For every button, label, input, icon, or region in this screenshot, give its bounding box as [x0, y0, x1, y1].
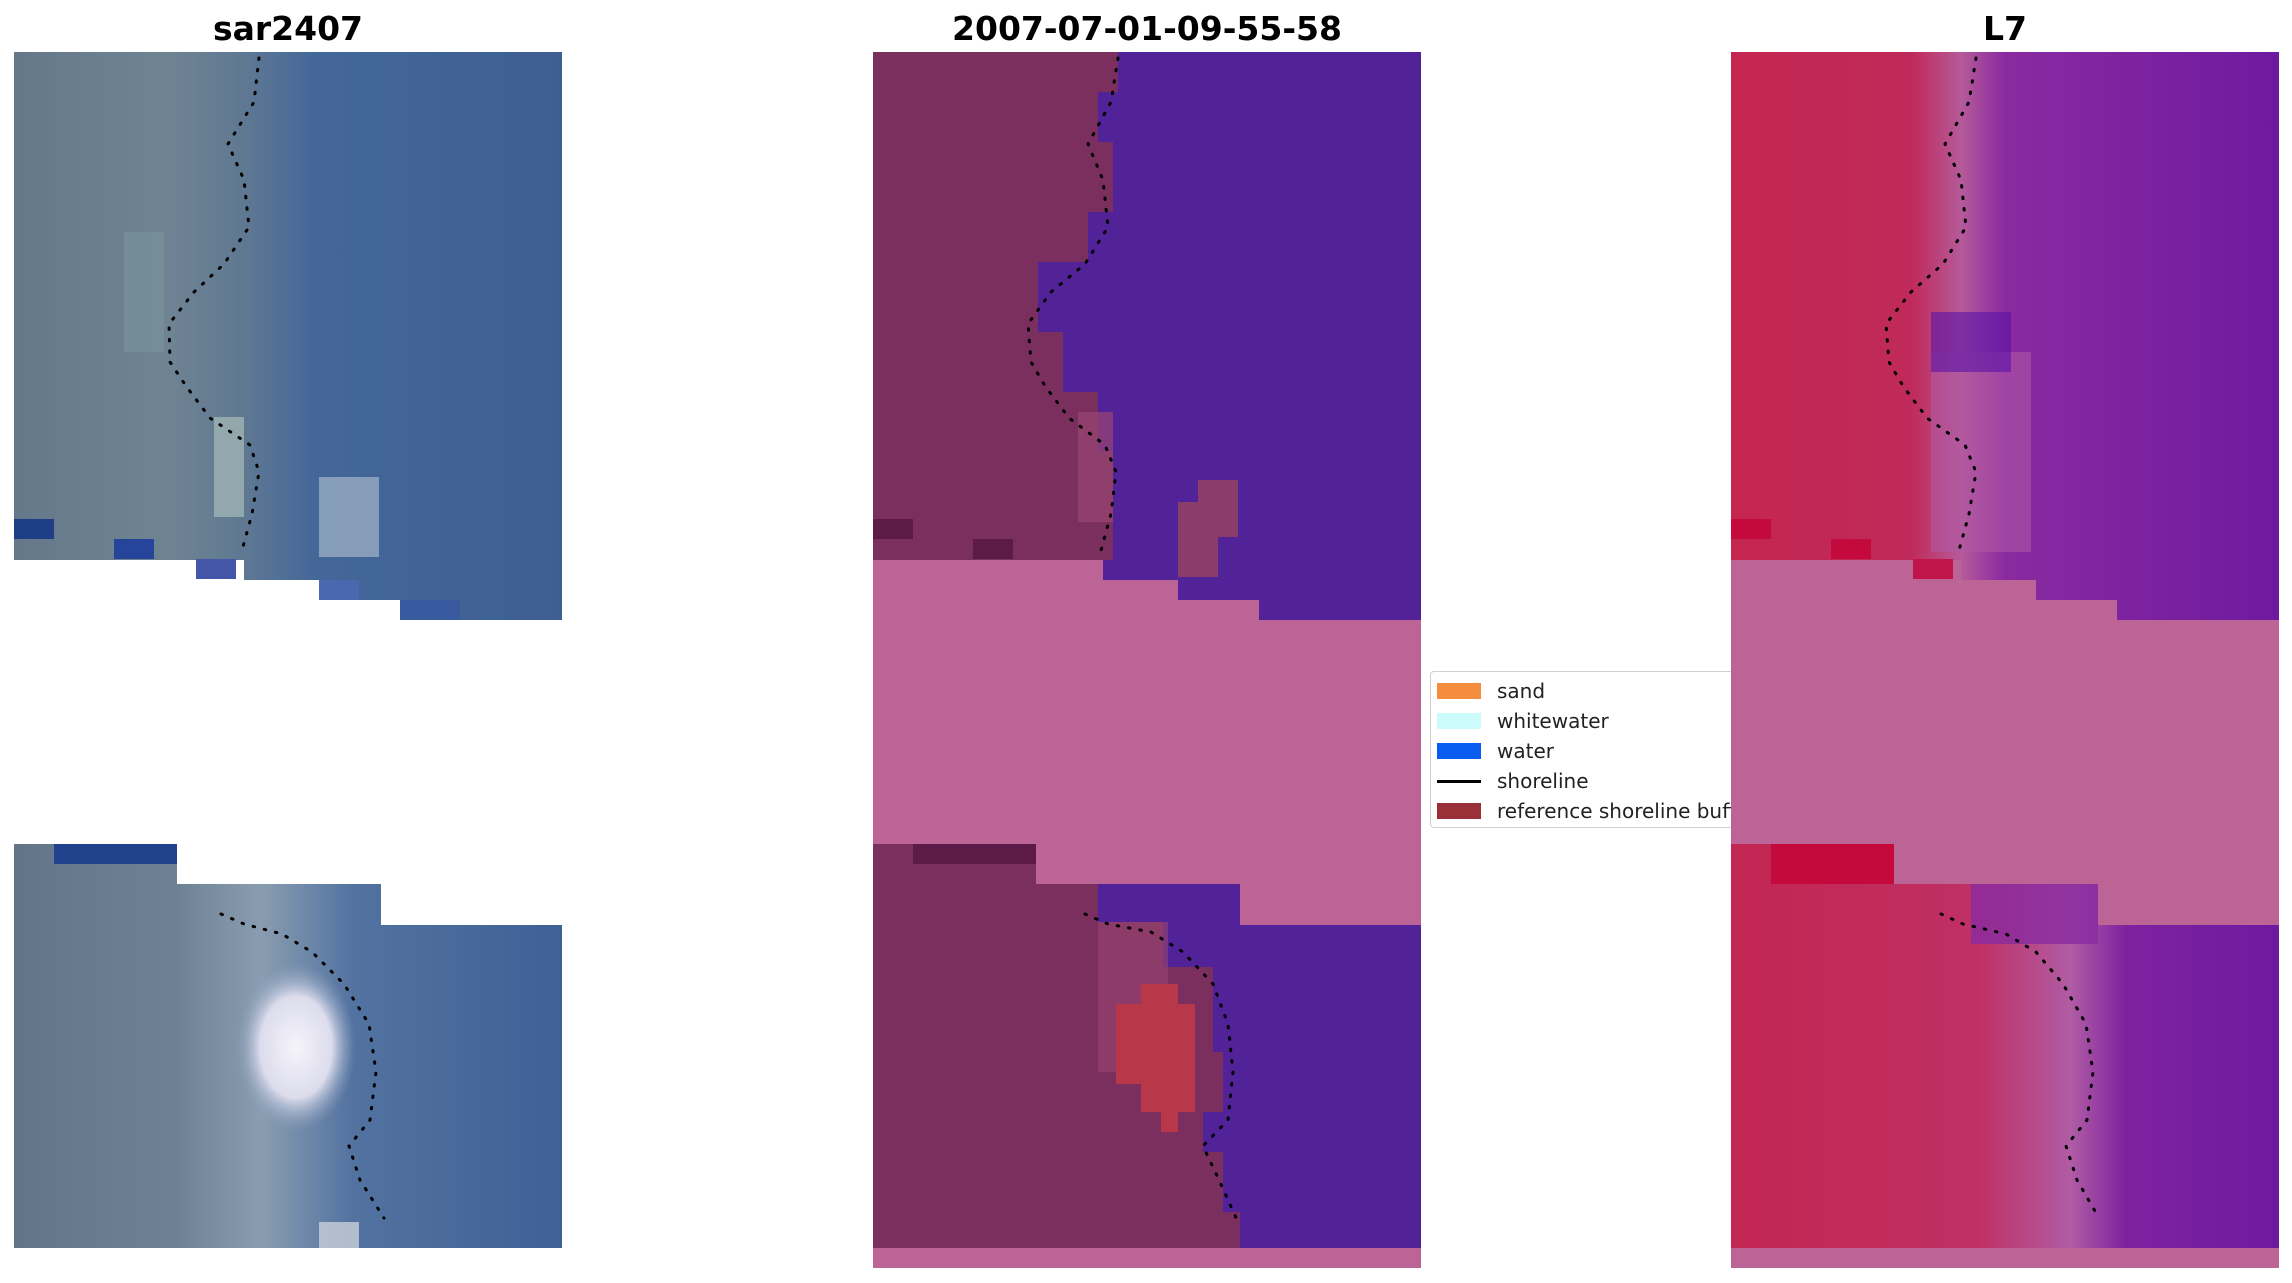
panel-title-rgb: sar2407	[212, 9, 364, 48]
shoreline	[1884, 56, 1978, 556]
rgb-image-panel	[14, 52, 562, 1268]
classification-panel	[873, 52, 1421, 1268]
panel-title-index: L7	[1983, 9, 2027, 48]
class-land-island	[1178, 480, 1238, 577]
reference-buffer-swatch	[1437, 803, 1481, 819]
whitewater-swatch	[1437, 713, 1481, 729]
classification-image	[873, 52, 1421, 1268]
class-sand-buffer	[1116, 984, 1195, 1132]
shoreline-lower	[1939, 912, 2101, 1220]
legend-label: shoreline	[1497, 769, 1589, 793]
legend-label: sand	[1497, 679, 1546, 703]
sand-swatch	[1437, 683, 1481, 699]
legend-item-sand: sand	[1437, 677, 1545, 705]
legend-label: whitewater	[1497, 709, 1609, 733]
legend-label: reference shoreline buffer	[1497, 799, 1757, 823]
class-land-top	[873, 52, 1118, 560]
shoreline-lower	[219, 912, 386, 1220]
index-panel	[1731, 52, 2279, 1268]
water-swatch	[1437, 743, 1481, 759]
index-image	[1731, 52, 2279, 1268]
legend-item-water: water	[1437, 737, 1554, 765]
legend: sand whitewater water shoreline referenc…	[1430, 671, 1776, 828]
legend-item-shoreline: shoreline	[1437, 767, 1589, 795]
shoreline	[1026, 56, 1120, 556]
panel-title-classification: 2007-07-01-09-55-58	[952, 9, 1342, 48]
legend-item-reference-buffer: reference shoreline buffer	[1437, 797, 1756, 825]
rgb-image	[14, 52, 562, 1248]
whitewater-patch	[236, 962, 356, 1132]
legend-item-whitewater: whitewater	[1437, 707, 1609, 735]
legend-label: water	[1497, 739, 1554, 763]
rgb-top-block	[14, 52, 562, 620]
shoreline-line-swatch	[1437, 779, 1481, 783]
index-bottom-block	[1731, 844, 2279, 1248]
